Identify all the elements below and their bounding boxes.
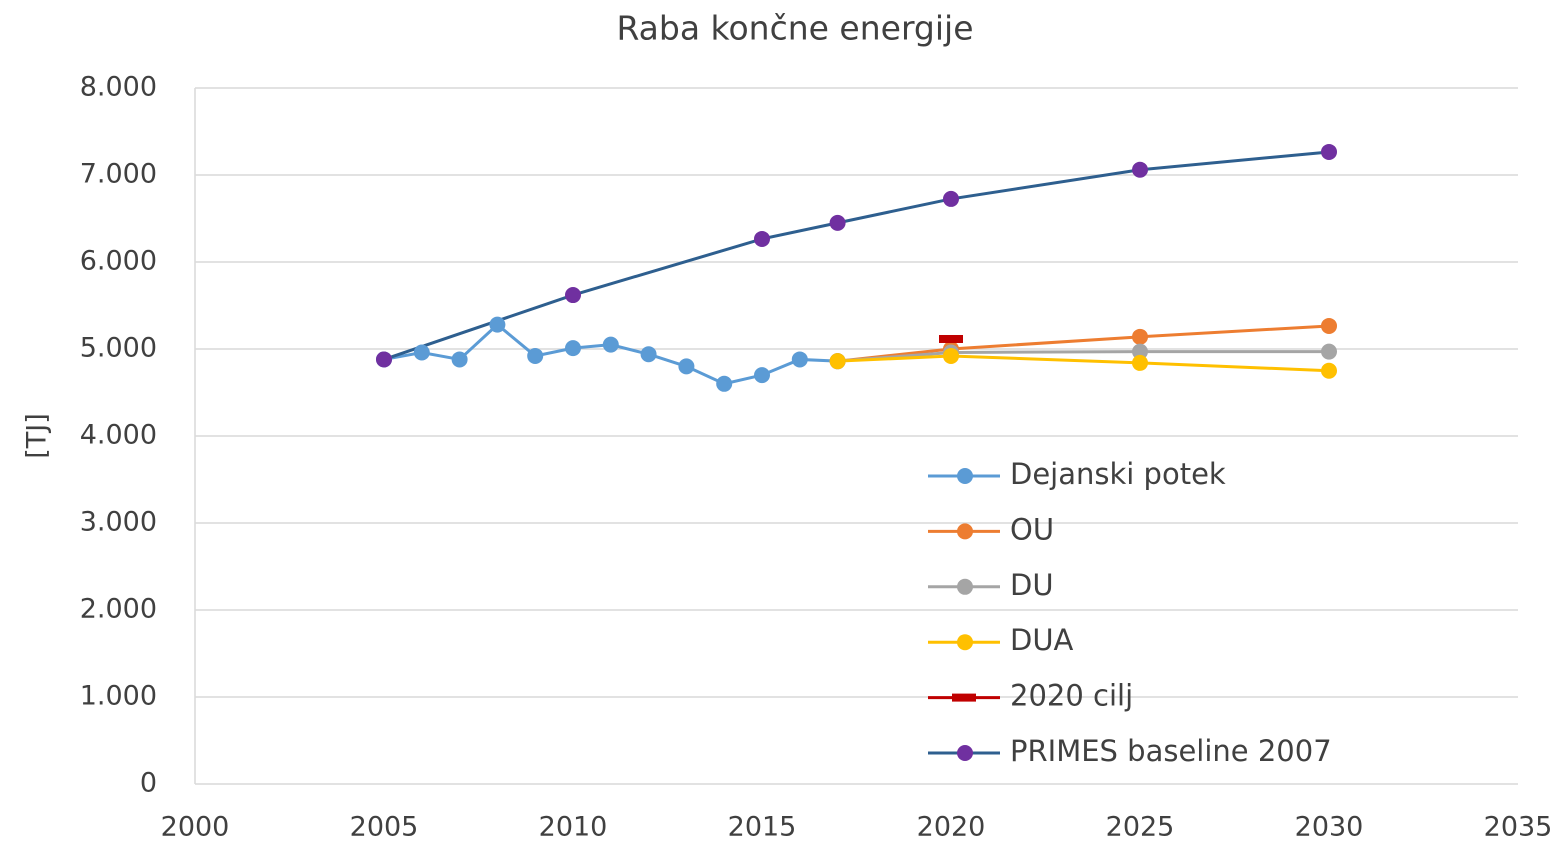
data-point [754,230,770,247]
legend-label: PRIMES baseline 2007 [1010,734,1332,768]
data-point [943,347,959,364]
data-point [754,367,770,384]
chart-title: Raba končne energije [616,9,973,48]
legend-label: OU [1010,512,1054,546]
y-tick-label: 2.000 [80,594,157,625]
series-line [383,150,1330,361]
data-point [1321,343,1337,360]
data-point [565,287,581,304]
series-line [837,354,1330,373]
legend-swatch-marker [957,578,973,595]
x-tick-label: 2010 [539,812,608,843]
data-point [791,351,808,368]
y-tick-label: 0 [140,768,157,799]
legend-swatch-marker [957,745,973,761]
legend-swatch-marker [957,468,973,484]
y-axis-label: [TJ] [22,413,53,459]
series-line [837,350,1329,363]
x-tick-label: 2005 [350,812,419,843]
data-point [1132,161,1148,178]
data-point [602,336,619,353]
legend-label: DU [1010,568,1054,602]
data-point [1132,328,1148,345]
y-tick-label: 3.000 [80,507,157,538]
data-point [1132,354,1148,371]
data-point [1321,317,1337,334]
x-tick-label: 2030 [1295,812,1364,843]
data-point [565,340,581,357]
y-tick-label: 7.000 [80,159,157,190]
legend-swatch-marker [957,634,973,651]
x-tick-label: 2000 [161,812,230,843]
y-tick-label: 6.000 [80,246,157,277]
y-tick-label: 5.000 [80,333,157,364]
legend-swatch-marker [957,523,973,540]
legend-label: DUA [1010,623,1074,657]
data-point [376,351,392,368]
data-point [829,353,846,370]
x-tick-label: 2015 [728,812,797,843]
data-point [678,358,695,375]
data-point [829,214,846,231]
x-tick-label: 2020 [917,812,986,843]
x-tick-label: 2025 [1106,812,1175,843]
data-point [716,375,733,392]
y-tick-label: 4.000 [80,420,157,451]
y-tick-label: 1.000 [80,681,157,712]
data-point [640,346,657,363]
data-point [943,190,959,207]
data-point [1132,343,1148,360]
legend-label: 2020 cilj [1010,679,1133,713]
data-point [489,316,506,333]
legend-label: Dejanski potek [1010,457,1226,491]
data-point [451,351,468,368]
target-marker [939,334,963,343]
data-point [1321,362,1337,379]
data-point [413,344,430,361]
data-point [1321,143,1337,160]
x-tick-label: 2035 [1484,812,1553,843]
data-point [527,347,544,364]
y-tick-label: 8.000 [80,72,157,103]
series-line [837,324,1330,363]
legend-swatch-marker [952,693,976,702]
